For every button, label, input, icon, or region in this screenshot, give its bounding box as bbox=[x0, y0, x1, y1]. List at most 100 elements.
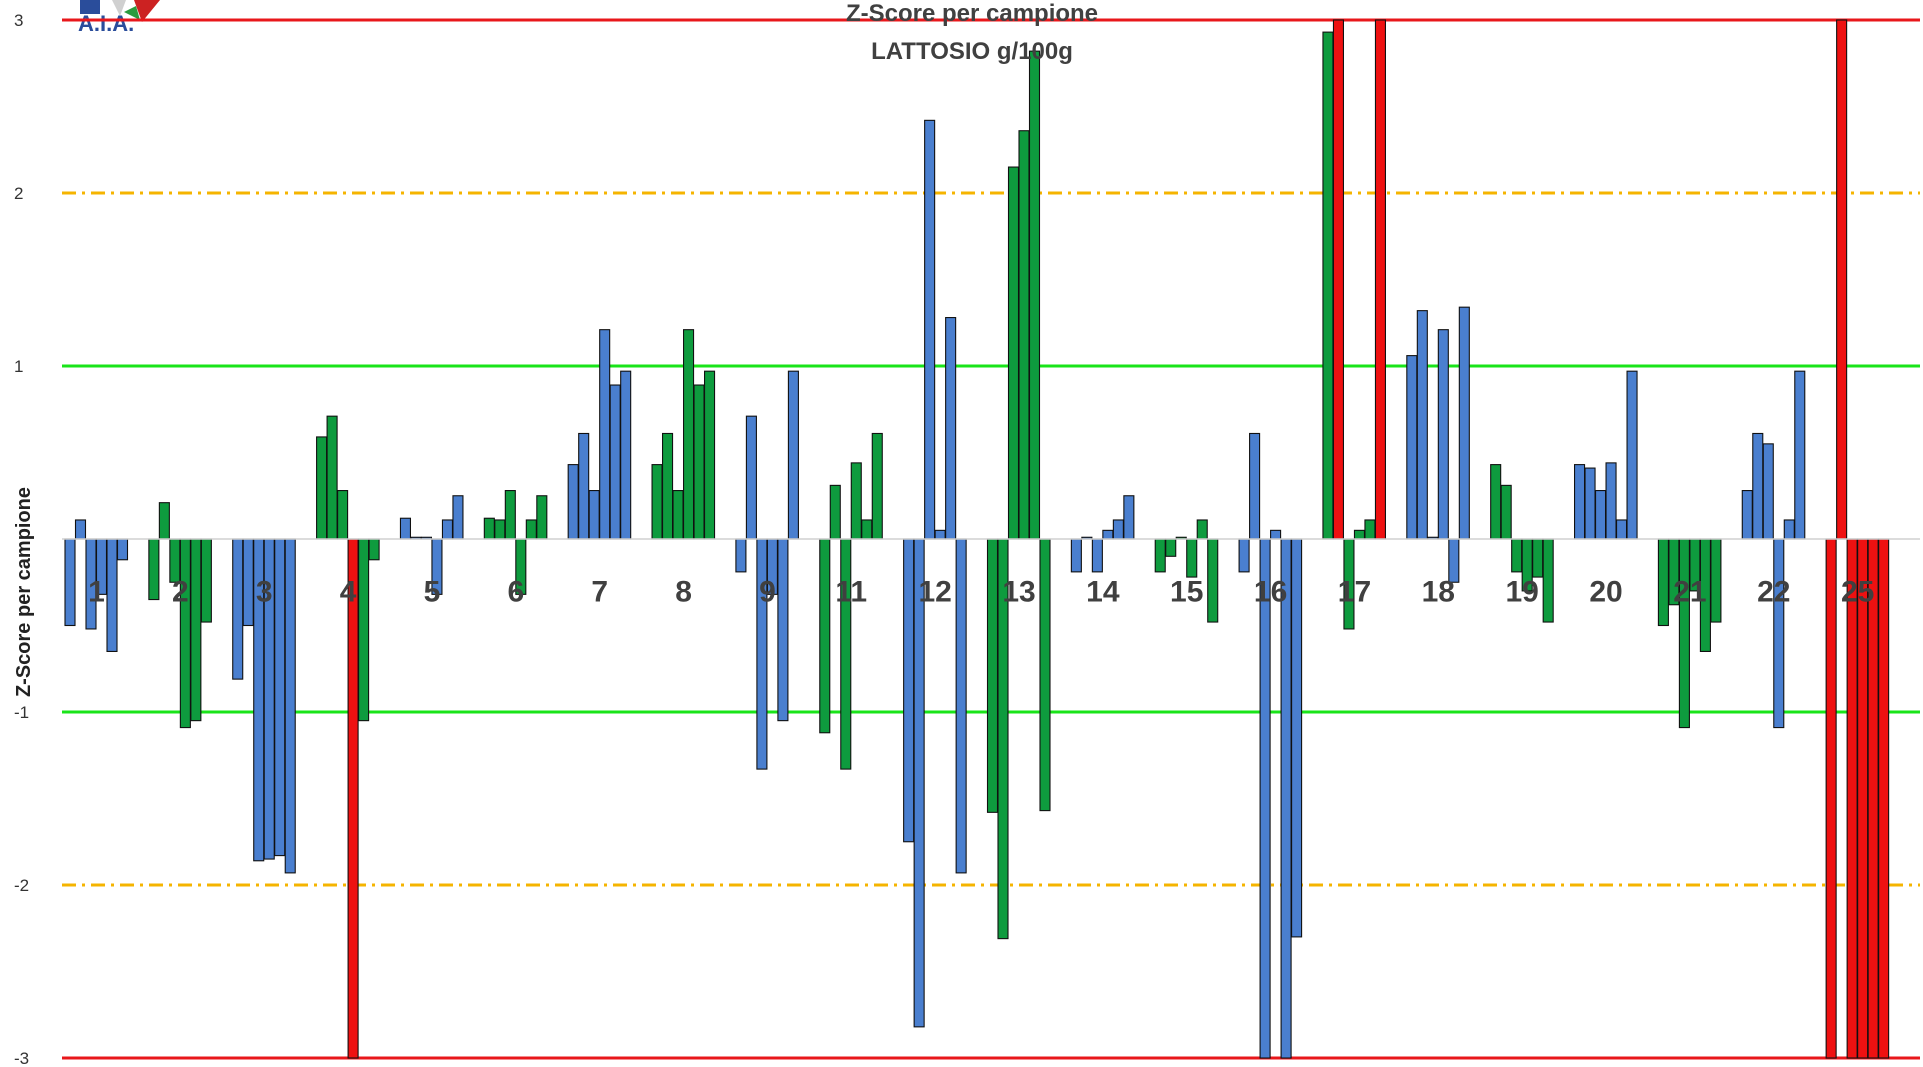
bar bbox=[1028, 50, 1041, 540]
bar bbox=[756, 538, 768, 770]
chart-title: Z-Score per campione bbox=[846, 0, 1098, 27]
bar bbox=[609, 384, 621, 540]
bar bbox=[1207, 538, 1219, 623]
bar bbox=[74, 519, 87, 540]
bar bbox=[525, 519, 537, 540]
bar bbox=[871, 432, 883, 540]
y-tick-label: 2 bbox=[14, 184, 23, 203]
bar bbox=[777, 538, 789, 722]
bar bbox=[1270, 529, 1282, 540]
bar bbox=[903, 538, 915, 843]
category-label: 18 bbox=[1422, 575, 1455, 608]
bar bbox=[452, 495, 464, 540]
y-tick-label: -1 bbox=[14, 703, 29, 722]
bar bbox=[1741, 490, 1753, 540]
bar bbox=[1291, 538, 1303, 938]
bar bbox=[1626, 370, 1638, 540]
bar bbox=[735, 538, 747, 573]
bar bbox=[232, 538, 244, 680]
bar bbox=[1615, 519, 1628, 540]
category-label: 12 bbox=[918, 575, 951, 608]
bar bbox=[1500, 484, 1512, 540]
bar bbox=[148, 538, 160, 601]
bar bbox=[326, 415, 338, 540]
bar bbox=[829, 484, 841, 540]
category-label: 19 bbox=[1505, 575, 1538, 608]
bar bbox=[1374, 19, 1387, 540]
bar bbox=[1238, 538, 1250, 573]
bar bbox=[1783, 519, 1795, 540]
bar bbox=[1594, 490, 1607, 540]
bar bbox=[274, 538, 286, 857]
bar bbox=[1584, 467, 1596, 540]
y-tick-label: -3 bbox=[14, 1049, 29, 1067]
bar bbox=[1773, 538, 1785, 729]
bar bbox=[1710, 538, 1722, 623]
bar bbox=[399, 517, 412, 540]
bar bbox=[913, 538, 925, 1028]
y-tick-label: 3 bbox=[14, 11, 23, 30]
bar bbox=[599, 329, 611, 540]
category-label: 8 bbox=[675, 575, 692, 608]
aia-logo: A.I.A. bbox=[78, 0, 160, 36]
bar bbox=[441, 519, 454, 540]
bar bbox=[1511, 538, 1523, 573]
bar bbox=[483, 517, 495, 540]
bar bbox=[1762, 443, 1774, 540]
chart-subtitle: LATTOSIO g/100g bbox=[871, 38, 1073, 65]
bar bbox=[1678, 538, 1690, 729]
category-label: 2 bbox=[172, 575, 189, 608]
bar bbox=[1752, 432, 1764, 540]
category-label: 21 bbox=[1673, 575, 1706, 608]
bar bbox=[819, 538, 831, 734]
bar bbox=[1532, 538, 1544, 578]
bar bbox=[1165, 538, 1177, 557]
bar bbox=[1280, 538, 1292, 1059]
category-label: 1 bbox=[88, 575, 105, 608]
bar bbox=[651, 464, 663, 540]
bar bbox=[745, 415, 757, 540]
bar bbox=[1123, 495, 1135, 540]
bar bbox=[1018, 130, 1030, 540]
bar bbox=[1353, 529, 1366, 540]
bar bbox=[578, 432, 590, 540]
bar bbox=[1416, 310, 1428, 540]
bar bbox=[1007, 166, 1020, 540]
bar bbox=[567, 464, 579, 540]
bar bbox=[337, 490, 349, 540]
bar bbox=[1846, 538, 1858, 1059]
bar bbox=[1102, 529, 1114, 540]
bar bbox=[661, 432, 674, 540]
bar bbox=[1364, 519, 1376, 540]
bar bbox=[1867, 538, 1879, 1059]
bar bbox=[1836, 19, 1848, 540]
bar bbox=[1322, 31, 1334, 540]
bar bbox=[703, 370, 716, 540]
bar bbox=[1878, 538, 1890, 1059]
category-labels: 1 2 3 4 5 6 7 8 9 11 12 13 14 15 16 17 18 19 20 21 22 25 bbox=[88, 575, 1874, 608]
bar bbox=[986, 538, 999, 813]
category-label: 4 bbox=[340, 575, 357, 608]
bar bbox=[368, 538, 380, 561]
bar bbox=[1091, 538, 1103, 573]
category-label: 15 bbox=[1170, 575, 1203, 608]
bar bbox=[1542, 538, 1554, 623]
bar bbox=[1112, 519, 1124, 540]
bar bbox=[620, 370, 632, 540]
bar bbox=[1794, 370, 1806, 540]
bar bbox=[536, 495, 548, 540]
category-label: 17 bbox=[1338, 575, 1371, 608]
bar bbox=[504, 490, 516, 540]
bar bbox=[588, 490, 600, 540]
bar bbox=[242, 538, 254, 627]
bar bbox=[1039, 538, 1051, 812]
category-label: 5 bbox=[424, 575, 441, 608]
bar bbox=[116, 538, 129, 561]
category-label: 16 bbox=[1254, 575, 1287, 608]
category-label: 25 bbox=[1841, 575, 1874, 608]
bar bbox=[190, 538, 202, 722]
bar bbox=[284, 538, 296, 874]
y-tick-label: -2 bbox=[14, 876, 29, 895]
category-label: 7 bbox=[591, 575, 608, 608]
bar bbox=[1249, 432, 1261, 540]
